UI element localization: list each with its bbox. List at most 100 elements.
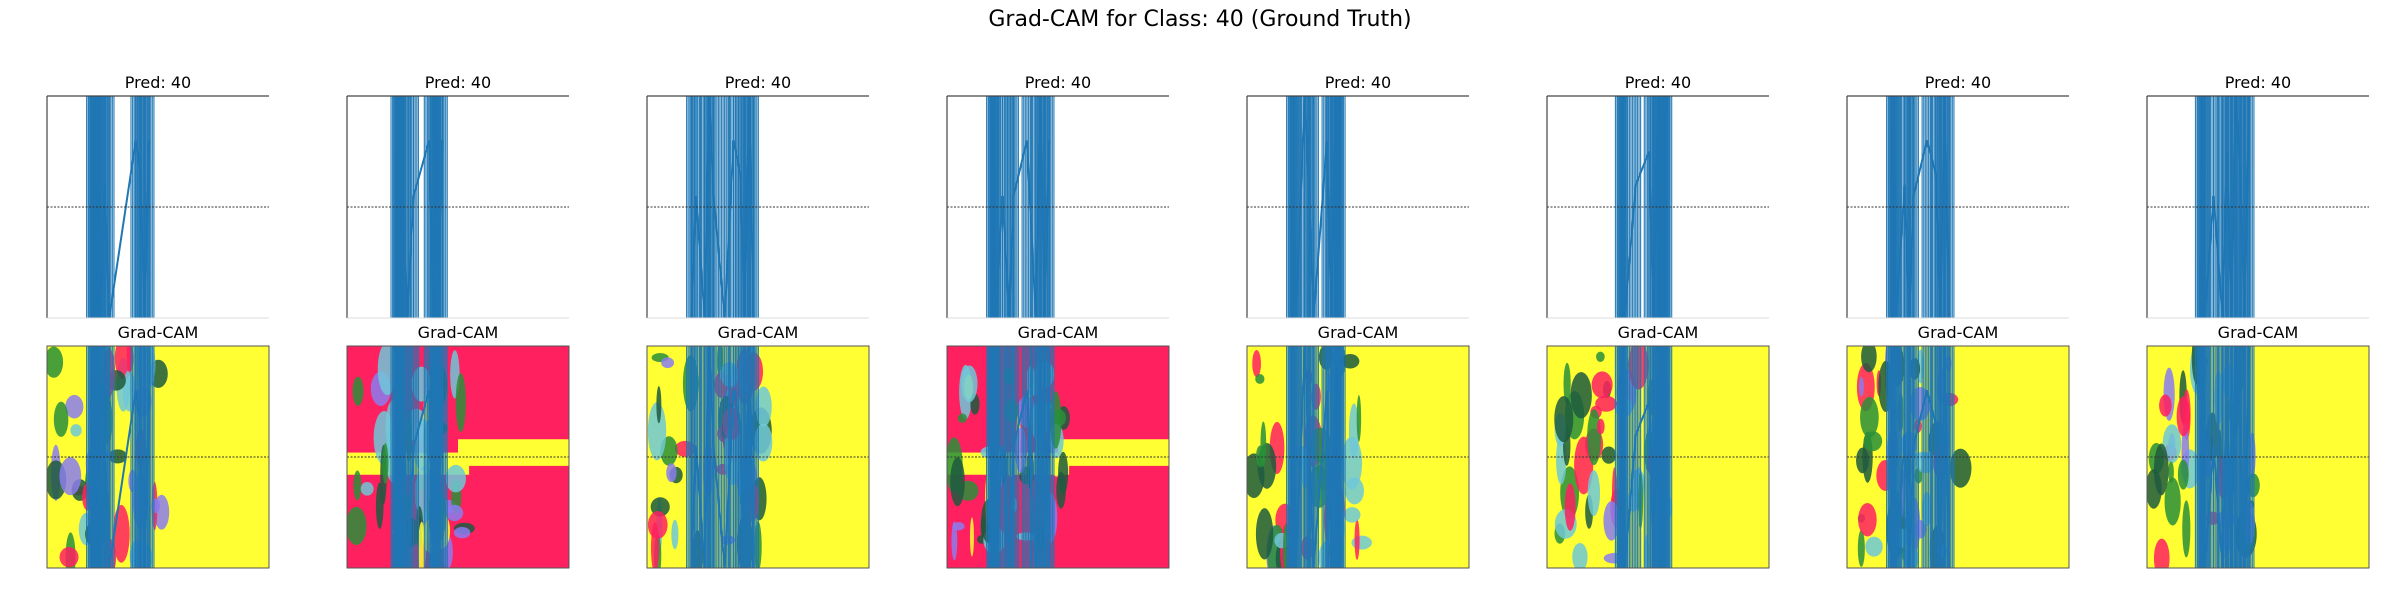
signal-panel-title-3: Pred: 40 xyxy=(725,73,791,92)
gradcam-blob-1-28 xyxy=(112,505,130,563)
gradcam-frame-2 xyxy=(346,345,570,569)
gradcam-blob-6-37 xyxy=(1595,395,1617,412)
signal-panel-title-4: Pred: 40 xyxy=(1025,73,1091,92)
gradcam-blob-5-0 xyxy=(1351,535,1372,550)
gradcam-blob-8-11 xyxy=(2153,538,2170,568)
signal-panel-5: Pred: 40 xyxy=(1246,73,1469,319)
gradcam-blob-1-30 xyxy=(70,424,82,437)
gradcam-blob-8-22 xyxy=(2168,461,2174,483)
gradcam-blob-8-36 xyxy=(2182,500,2191,558)
gradcam-blob-7-22 xyxy=(1861,346,1877,373)
gradcam-blob-5-23 xyxy=(1252,349,1261,378)
gradcam-frame-1 xyxy=(46,345,270,569)
gradcam-blob-5-45 xyxy=(1256,445,1265,468)
gradcam-blob-7-27 xyxy=(1863,431,1883,452)
figure-suptitle: Grad-CAM for Class: 40 (Ground Truth) xyxy=(988,7,1412,32)
gradcam-panel-8: Grad-CAM xyxy=(2146,323,2370,569)
gradcam-blob-2-43 xyxy=(382,443,389,484)
gradcam-blob-4-22 xyxy=(957,413,967,423)
gradcam-blob-3-33 xyxy=(755,386,772,427)
gradcam-blob-2-42 xyxy=(445,504,464,522)
signal-panel-title-8: Pred: 40 xyxy=(2225,73,2291,92)
gradcam-blob-3-0 xyxy=(671,519,679,550)
signal-panel-4: Pred: 40 xyxy=(946,73,1169,319)
gradcam-blob-4-36 xyxy=(1056,471,1066,509)
gradcam-blob-1-19 xyxy=(47,346,64,378)
gradcam-blob-1-14 xyxy=(59,547,79,568)
gradcam-frame-5 xyxy=(1246,345,1470,569)
gradcam-blob-2-40 xyxy=(347,506,367,546)
gradcam-panel-5: Grad-CAM xyxy=(1246,323,1470,569)
gradcam-panel-title-1: Grad-CAM xyxy=(118,323,199,342)
gradcam-blob-7-9 xyxy=(1859,376,1864,397)
gradcam-blob-7-37 xyxy=(1865,536,1883,557)
gradcam-blob-1-40 xyxy=(59,457,82,496)
signal-panel-title-1: Pred: 40 xyxy=(125,73,191,92)
signal-panel-2: Pred: 40 xyxy=(346,73,569,319)
signal-panel-title-5: Pred: 40 xyxy=(1325,73,1391,92)
gradcam-blob-3-41 xyxy=(656,386,662,424)
gradcam-band-b-4 xyxy=(1058,439,1169,466)
gradcam-blob-6-39 xyxy=(1587,470,1601,517)
gradcam-blob-2-22 xyxy=(352,376,364,406)
gradcam-blob-8-26 xyxy=(2153,443,2169,496)
gradcam-blob-6-42 xyxy=(1596,351,1605,362)
gradcam-blob-3-42 xyxy=(647,511,668,539)
gradcam-blob-4-39 xyxy=(961,365,978,403)
signal-panel-8: Pred: 40 xyxy=(2146,73,2369,319)
gradcam-blob-5-19 xyxy=(1348,403,1360,459)
gradcam-blob-6-41 xyxy=(1554,395,1574,443)
gradcam-blob-8-28 xyxy=(2177,459,2189,490)
gradcam-blob-5-43 xyxy=(1345,477,1364,505)
gradcam-blob-4-31 xyxy=(1049,391,1062,449)
gradcam-blob-6-30 xyxy=(1596,418,1605,435)
gradcam-blob-8-35 xyxy=(2159,394,2172,417)
gradcam-blob-7-36 xyxy=(1949,448,1972,488)
gradcam-blob-2-28 xyxy=(373,411,395,465)
gradcam-blob-3-43 xyxy=(666,463,677,483)
gradcam-blob-8-8 xyxy=(2162,424,2182,464)
gradcam-panel-title-7: Grad-CAM xyxy=(1918,323,1999,342)
gradcam-blob-2-18 xyxy=(360,481,374,496)
gradcam-panel-2: Grad-CAM xyxy=(346,323,570,569)
gradcam-band-a-2 xyxy=(458,363,569,426)
gradcam-blob-7-38 xyxy=(1858,502,1877,537)
gradcam-panel-title-3: Grad-CAM xyxy=(718,323,799,342)
gradcam-blob-1-23 xyxy=(65,394,84,419)
gradcam-blob-2-13 xyxy=(455,373,466,432)
gradcam-blob-4-43 xyxy=(950,457,965,507)
signal-panel-6: Pred: 40 xyxy=(1546,73,1769,319)
gradcam-blob-2-2 xyxy=(353,470,362,501)
gradcam-blob-3-39 xyxy=(647,402,667,461)
gradcam-blob-6-23 xyxy=(1572,542,1588,568)
signal-panel-title-2: Pred: 40 xyxy=(425,73,491,92)
gradcam-panel-4: Grad-CAM xyxy=(946,323,1170,569)
gradcam-band-a-4 xyxy=(1058,363,1169,426)
signal-panel-title-7: Pred: 40 xyxy=(1925,73,1991,92)
gradcam-panel-title-4: Grad-CAM xyxy=(1018,323,1099,342)
gradcam-blob-6-33 xyxy=(1563,362,1571,405)
gradcam-blob-2-35 xyxy=(375,482,384,529)
gradcam-blob-4-25 xyxy=(951,521,958,561)
gradcam-band-b-2 xyxy=(458,439,569,466)
gradcam-blob-8-40 xyxy=(2176,396,2191,437)
gradcam-blob-2-19 xyxy=(453,527,471,539)
gradcam-frame-4 xyxy=(946,345,1170,569)
signal-panel-3: Pred: 40 xyxy=(646,73,869,319)
gradcam-panel-1: Grad-CAM xyxy=(46,323,270,569)
gradcam-blob-7-30 xyxy=(1857,529,1865,567)
gradcam-panel-7: Grad-CAM xyxy=(1846,323,2070,569)
gradcam-blob-5-22 xyxy=(1255,508,1274,560)
gradcam-blob-6-26 xyxy=(1601,446,1617,464)
gradcam-panel-title-2: Grad-CAM xyxy=(418,323,499,342)
gradcam-blob-1-26 xyxy=(53,401,69,438)
gradcam-panel-title-6: Grad-CAM xyxy=(1618,323,1699,342)
gradcam-blob-6-16 xyxy=(1591,371,1613,399)
gradcam-panel-title-5: Grad-CAM xyxy=(1318,323,1399,342)
gradcam-panel-title-8: Grad-CAM xyxy=(2218,323,2299,342)
gradcam-blob-4-37 xyxy=(952,522,965,531)
signal-panel-7: Pred: 40 xyxy=(1846,73,2069,319)
gradcam-blob-2-39 xyxy=(445,464,466,493)
gradcam-frame-3 xyxy=(646,345,870,569)
